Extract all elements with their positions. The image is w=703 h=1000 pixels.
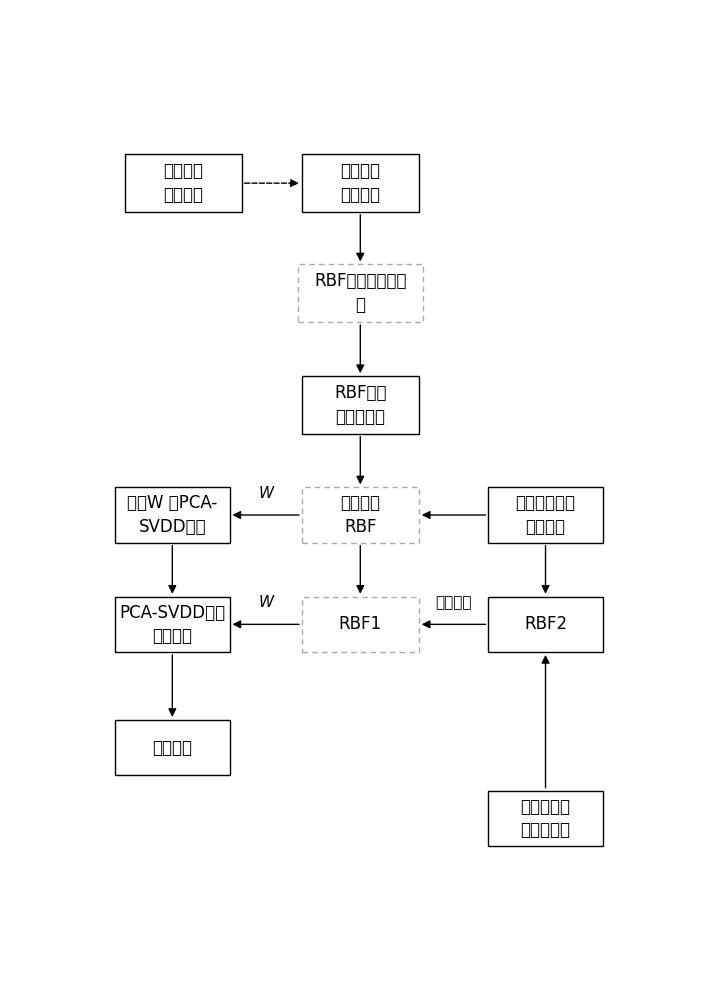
- Bar: [115, 597, 230, 652]
- Text: 建立W 的PCA-
SVDD模型: 建立W 的PCA- SVDD模型: [127, 494, 217, 536]
- Text: 检测结果: 检测结果: [153, 739, 193, 757]
- Text: RBF结构和参数设
定: RBF结构和参数设 定: [314, 272, 406, 314]
- Bar: [302, 154, 419, 212]
- Text: 电机历史
运行数据: 电机历史 运行数据: [163, 162, 203, 204]
- Text: RBF样本
训练和检测: RBF样本 训练和检测: [334, 384, 387, 426]
- Bar: [302, 487, 419, 543]
- Text: 过滤样本: 过滤样本: [435, 595, 472, 610]
- Bar: [297, 264, 423, 322]
- Bar: [124, 154, 242, 212]
- Text: 权值稳定
RBF: 权值稳定 RBF: [340, 494, 380, 536]
- Text: PCA-SVDD故障
检测模型: PCA-SVDD故障 检测模型: [120, 604, 226, 645]
- Bar: [302, 376, 419, 434]
- Text: RBF2: RBF2: [524, 615, 567, 633]
- Text: W: W: [258, 595, 273, 610]
- Bar: [489, 487, 602, 543]
- Text: W: W: [258, 486, 273, 501]
- Bar: [489, 597, 602, 652]
- Text: 电机正常
运行样本: 电机正常 运行样本: [340, 162, 380, 204]
- Text: RBF1: RBF1: [339, 615, 382, 633]
- Bar: [302, 597, 419, 652]
- Bar: [115, 487, 230, 543]
- Bar: [115, 720, 230, 775]
- Text: 电机最新实
时运行数据: 电机最新实 时运行数据: [520, 798, 571, 839]
- Bar: [489, 791, 602, 846]
- Text: 电机各种状态
运行样本: 电机各种状态 运行样本: [515, 494, 576, 536]
